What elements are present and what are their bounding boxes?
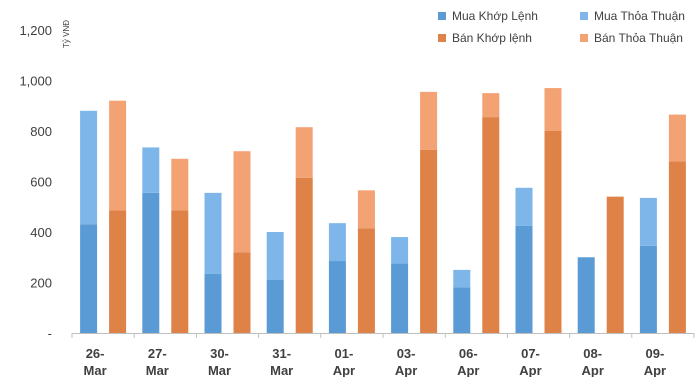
bar-ban-khop <box>233 252 251 333</box>
bar-mua-khop <box>515 225 533 333</box>
x-tick-label: Apr <box>644 363 666 377</box>
x-tick-label: Mar <box>208 363 231 377</box>
bar-ban-khop <box>420 149 438 333</box>
bar-ban-thoa <box>357 190 375 229</box>
bar-mua-khop <box>142 192 160 333</box>
bar-mua-khop <box>328 261 346 333</box>
legend-label: Bán Khớp lệnh <box>452 31 532 45</box>
bar-mua-thoa <box>328 223 346 262</box>
bar-mua-khop <box>577 257 595 333</box>
bar-ban-thoa <box>109 100 127 211</box>
bar-ban-thoa <box>295 127 313 178</box>
bar-mua-khop <box>453 287 471 333</box>
y-tick-label: 600 <box>30 175 52 190</box>
x-tick-label: 27- <box>148 346 167 361</box>
bar-ban-khop <box>357 228 375 333</box>
x-axis: 26- Mar 27- Mar 30- Mar 31- Mar 01- Apr 03- Apr 06- A… <box>71 333 695 377</box>
x-tick-label: Mar <box>270 363 293 377</box>
bar-ban-khop <box>544 131 562 333</box>
bar-ban-thoa <box>420 91 438 150</box>
x-tick-label: Mar <box>146 363 169 377</box>
y-axis: - 200 400 600 800 1,000 1,200 <box>19 23 52 341</box>
bar-mua-khop <box>204 273 222 333</box>
y-tick-label: 400 <box>30 225 52 240</box>
x-tick-label: 30- <box>210 346 229 361</box>
x-tick-label: 07- <box>521 346 540 361</box>
x-tick-label: Mar <box>84 363 107 377</box>
bar-ban-thoa <box>171 158 189 211</box>
bar-mua-thoa <box>204 192 222 274</box>
bar-ban-khop <box>109 210 127 333</box>
bar-mua-khop <box>80 224 98 333</box>
legend-swatch <box>580 34 588 42</box>
legend-label: Mua Khớp Lệnh <box>452 9 538 23</box>
bar-mua-khop <box>266 279 284 333</box>
bar-mua-khop <box>391 263 409 333</box>
y-tick-label: 1,200 <box>19 23 52 38</box>
bar-mua-thoa <box>80 110 98 225</box>
y-tick-label: 1,000 <box>19 74 52 89</box>
legend-swatch <box>438 34 446 42</box>
bar-mua-thoa <box>639 197 657 246</box>
y-tick-label: 800 <box>30 124 52 139</box>
x-tick-label: 31- <box>272 346 291 361</box>
bar-mua-thoa <box>142 147 160 193</box>
bar-ban-thoa <box>233 151 251 253</box>
x-tick-label: 06- <box>459 346 478 361</box>
bar-ban-thoa <box>482 93 500 118</box>
bar-ban-khop <box>668 161 686 333</box>
chart-bars <box>80 88 686 333</box>
x-tick-label: 03- <box>397 346 416 361</box>
bar-ban-khop <box>606 196 624 333</box>
unit-label: Tỷ VNĐ <box>62 20 71 48</box>
x-tick-label: Apr <box>519 363 541 377</box>
x-tick-label: 08- <box>583 346 602 361</box>
x-tick-label: Apr <box>582 363 604 377</box>
x-tick-label: 09- <box>646 346 665 361</box>
x-tick-label: 01- <box>335 346 354 361</box>
x-tick-label: Apr <box>333 363 355 377</box>
y-tick-label: - <box>48 326 52 341</box>
legend-label: Bán Thỏa Thuận <box>594 31 683 45</box>
x-tick-label: Apr <box>457 363 479 377</box>
legend-label: Mua Thỏa Thuận <box>594 9 685 23</box>
chart-legend: Mua Khớp Lệnh Mua Thỏa Thuận Bán Khớp lệnh… <box>438 9 685 45</box>
x-tick-label: 26- <box>86 346 105 361</box>
bar-ban-khop <box>482 117 500 333</box>
bar-ban-khop <box>295 177 313 333</box>
bar-mua-khop <box>639 245 657 333</box>
bar-ban-thoa <box>544 88 562 131</box>
y-tick-label: 200 <box>30 276 52 291</box>
x-tick-label: Apr <box>395 363 417 377</box>
bar-ban-thoa <box>668 114 686 162</box>
bar-mua-thoa <box>391 237 409 264</box>
legend-swatch <box>438 12 446 20</box>
bar-mua-thoa <box>266 232 284 280</box>
bar-ban-khop <box>171 210 189 333</box>
bar-mua-thoa <box>515 187 533 226</box>
bar-mua-thoa <box>453 269 471 288</box>
legend-swatch <box>580 12 588 20</box>
